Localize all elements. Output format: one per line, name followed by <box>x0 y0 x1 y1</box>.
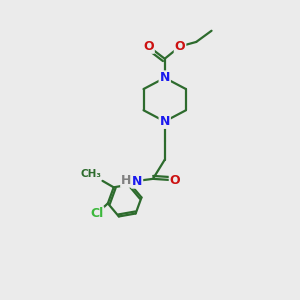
Text: N: N <box>160 71 170 84</box>
Text: CH₃: CH₃ <box>80 169 101 179</box>
Text: O: O <box>170 174 180 187</box>
Text: H: H <box>121 174 131 187</box>
Text: N: N <box>160 115 170 128</box>
Text: Cl: Cl <box>90 207 103 220</box>
Text: N: N <box>132 175 142 188</box>
Text: O: O <box>175 40 185 53</box>
Text: O: O <box>143 40 154 53</box>
